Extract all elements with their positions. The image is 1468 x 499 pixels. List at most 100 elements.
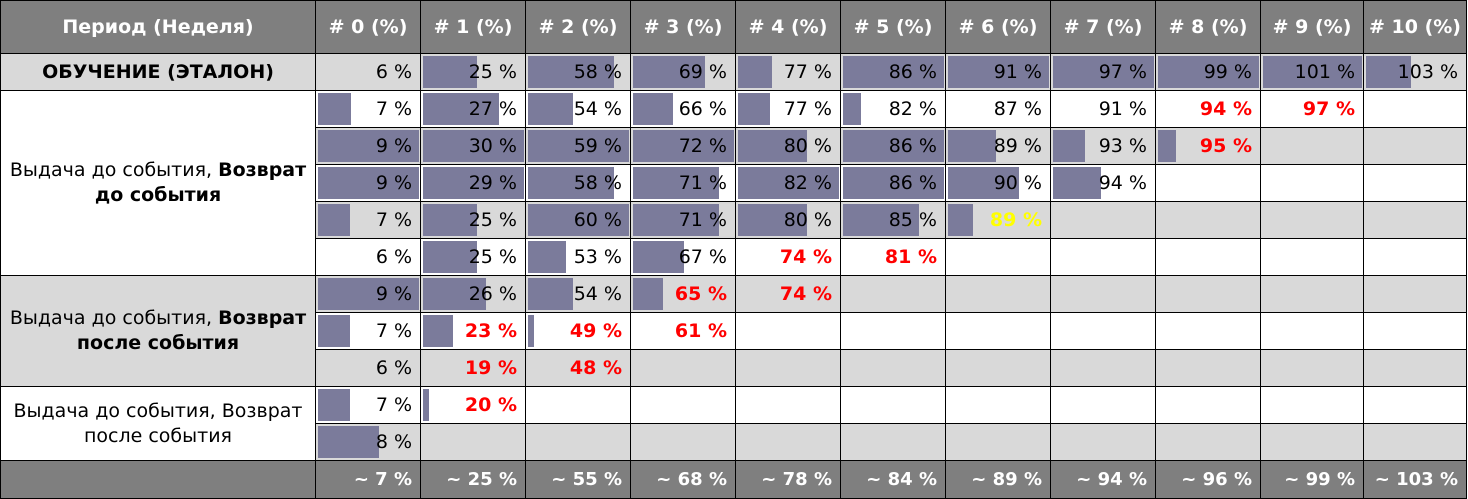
table-cell: 86 %	[840, 127, 946, 165]
row-group-label: Выдача до события, Возврат после события	[0, 386, 316, 461]
value-bar	[948, 56, 1049, 88]
table-cell: 61 %	[630, 312, 736, 350]
table-cell: 20 %	[420, 386, 526, 424]
value-bar	[528, 167, 614, 199]
table-cell	[840, 275, 946, 313]
cell-value: 25 %	[468, 61, 517, 83]
value-bar	[633, 241, 684, 273]
footer-avg-week-6: ~ 89 %	[945, 460, 1051, 499]
cell-value: 71 %	[678, 209, 727, 231]
table-cell: 19 %	[420, 349, 526, 387]
header-week-7: # 7 (%)	[1050, 0, 1156, 54]
table-cell: 77 %	[735, 90, 841, 128]
table-cell	[630, 423, 736, 461]
table-cell: 30 %	[420, 127, 526, 165]
table-cell	[840, 312, 946, 350]
table-cell	[1155, 386, 1261, 424]
table-cell	[1155, 201, 1261, 239]
table-cell: 91 %	[945, 53, 1051, 91]
value-bar	[948, 130, 996, 162]
table-cell: 82 %	[735, 164, 841, 202]
cell-value: 95 %	[1199, 135, 1252, 157]
cell-value: 48 %	[569, 357, 622, 379]
value-bar	[423, 204, 477, 236]
table-cell: 6 %	[315, 349, 421, 387]
table-cell	[1363, 423, 1467, 461]
value-bar	[528, 315, 534, 347]
cell-value: 19 %	[464, 357, 517, 379]
table-cell: 87 %	[945, 90, 1051, 128]
table-cell: 97 %	[1050, 53, 1156, 91]
cell-value: 85 %	[888, 209, 937, 231]
table-cell: 81 %	[840, 238, 946, 276]
value-bar	[318, 204, 350, 236]
cell-value: 77 %	[783, 98, 832, 120]
table-cell	[1155, 238, 1261, 276]
cell-value: 9 %	[375, 172, 412, 194]
table-cell	[630, 349, 736, 387]
value-bar	[843, 204, 919, 236]
footer-avg-week-9: ~ 99 %	[1260, 460, 1364, 499]
footer-avg-week-1: ~ 25 %	[420, 460, 526, 499]
cell-value: 58 %	[573, 172, 622, 194]
table-cell	[1155, 164, 1261, 202]
value-bar	[423, 93, 499, 125]
cell-value: 49 %	[569, 320, 622, 342]
cell-value: 74 %	[779, 283, 832, 305]
table-cell: 94 %	[1155, 90, 1261, 128]
table-cell	[1050, 201, 1156, 239]
table-cell: 9 %	[315, 275, 421, 313]
cell-value: 89 %	[989, 209, 1042, 231]
table-cell	[1260, 127, 1364, 165]
table-cell: 65 %	[630, 275, 736, 313]
table-cell: 54 %	[525, 275, 631, 313]
cell-value: 87 %	[993, 98, 1042, 120]
cell-value: 86 %	[888, 135, 937, 157]
cell-value: 7 %	[375, 98, 412, 120]
value-bar	[528, 93, 573, 125]
value-bar	[633, 278, 663, 310]
table-cell	[945, 349, 1051, 387]
table-cell: 53 %	[525, 238, 631, 276]
footer-avg-week-8: ~ 96 %	[1155, 460, 1261, 499]
value-bar	[423, 130, 524, 162]
cell-value: 97 %	[1098, 61, 1147, 83]
row-group-label-text: Выдача до события, Возврат до события	[7, 158, 309, 208]
header-week-2: # 2 (%)	[525, 0, 631, 54]
table-cell	[840, 386, 946, 424]
table-cell: 72 %	[630, 127, 736, 165]
table-cell: 77 %	[735, 53, 841, 91]
table-cell: 89 %	[945, 201, 1051, 239]
cell-value: 25 %	[468, 246, 517, 268]
table-cell	[1050, 386, 1156, 424]
table-cell	[1363, 386, 1467, 424]
value-bar	[633, 167, 719, 199]
cell-value: 7 %	[375, 320, 412, 342]
table-cell: 8 %	[315, 423, 421, 461]
value-bar	[1053, 130, 1085, 162]
value-bar	[318, 167, 419, 199]
cell-value: 71 %	[678, 172, 727, 194]
table-cell	[525, 423, 631, 461]
value-bar	[1158, 56, 1259, 88]
value-bar	[843, 130, 944, 162]
cell-value: 81 %	[884, 246, 937, 268]
cell-value: 94 %	[1098, 172, 1147, 194]
table-cell	[1363, 349, 1467, 387]
table-cell	[1363, 238, 1467, 276]
value-bar	[633, 56, 705, 88]
group-label-bold: ОБУЧЕНИЕ (ЭТАЛОН)	[42, 60, 274, 83]
table-cell: 25 %	[420, 201, 526, 239]
value-bar	[738, 204, 807, 236]
footer-avg-week-5: ~ 84 %	[840, 460, 946, 499]
value-bar	[1053, 56, 1154, 88]
table-cell: 7 %	[315, 90, 421, 128]
cell-value: 86 %	[888, 61, 937, 83]
table-cell: 82 %	[840, 90, 946, 128]
table-cell	[1050, 423, 1156, 461]
row-group-label: Выдача до события, Возврат до события	[0, 90, 316, 276]
value-bar	[843, 167, 944, 199]
table-cell: 71 %	[630, 201, 736, 239]
table-cell: 58 %	[525, 53, 631, 91]
table-cell: 49 %	[525, 312, 631, 350]
